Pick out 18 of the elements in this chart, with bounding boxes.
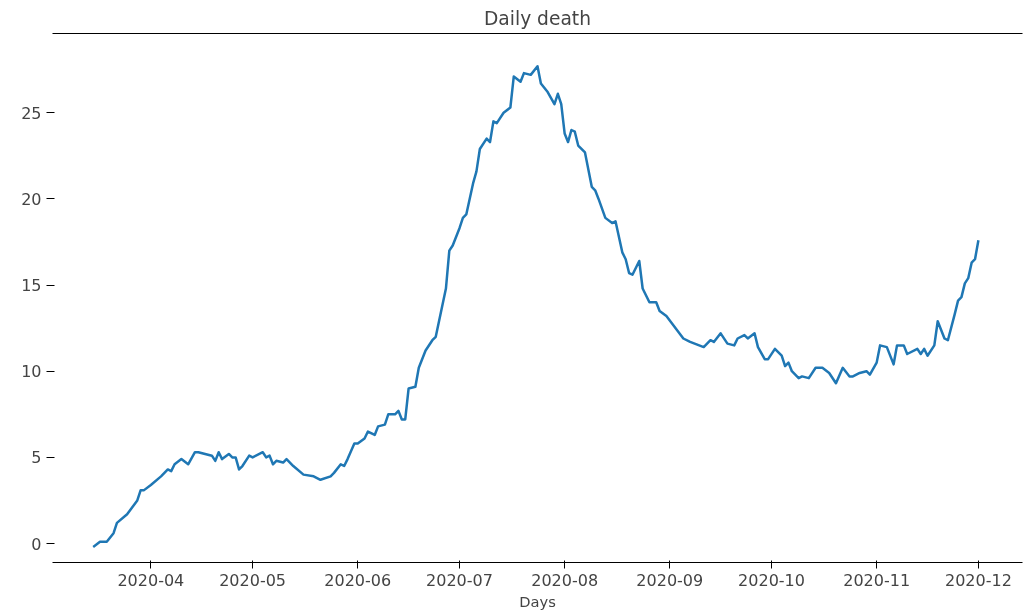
x-tick-label: 2020-04 <box>117 570 185 590</box>
line-series <box>91 64 980 549</box>
y-tick-label: 25 <box>21 103 42 123</box>
x-tick-label: 2020-09 <box>636 570 704 590</box>
x-tick-label: 2020-11 <box>843 570 911 590</box>
x-axis-title: Days <box>519 592 556 610</box>
y-tick-label: 5 <box>31 448 42 468</box>
x-tick-label: 2020-06 <box>324 570 392 590</box>
x-tick-label: 2020-12 <box>944 570 1012 590</box>
x-tick-label: 2020-10 <box>738 570 805 590</box>
y-tick-label: 0 <box>31 534 42 554</box>
chart-title: Daily death <box>483 7 592 29</box>
x-tick-label: 2020-07 <box>426 570 493 590</box>
y-tick-label: 20 <box>21 189 42 209</box>
y-tick-label: 10 <box>21 362 42 382</box>
y-tick-label: 15 <box>21 276 42 296</box>
x-tick-label: 2020-05 <box>219 570 287 590</box>
x-tick-label: 2020-08 <box>531 570 599 590</box>
